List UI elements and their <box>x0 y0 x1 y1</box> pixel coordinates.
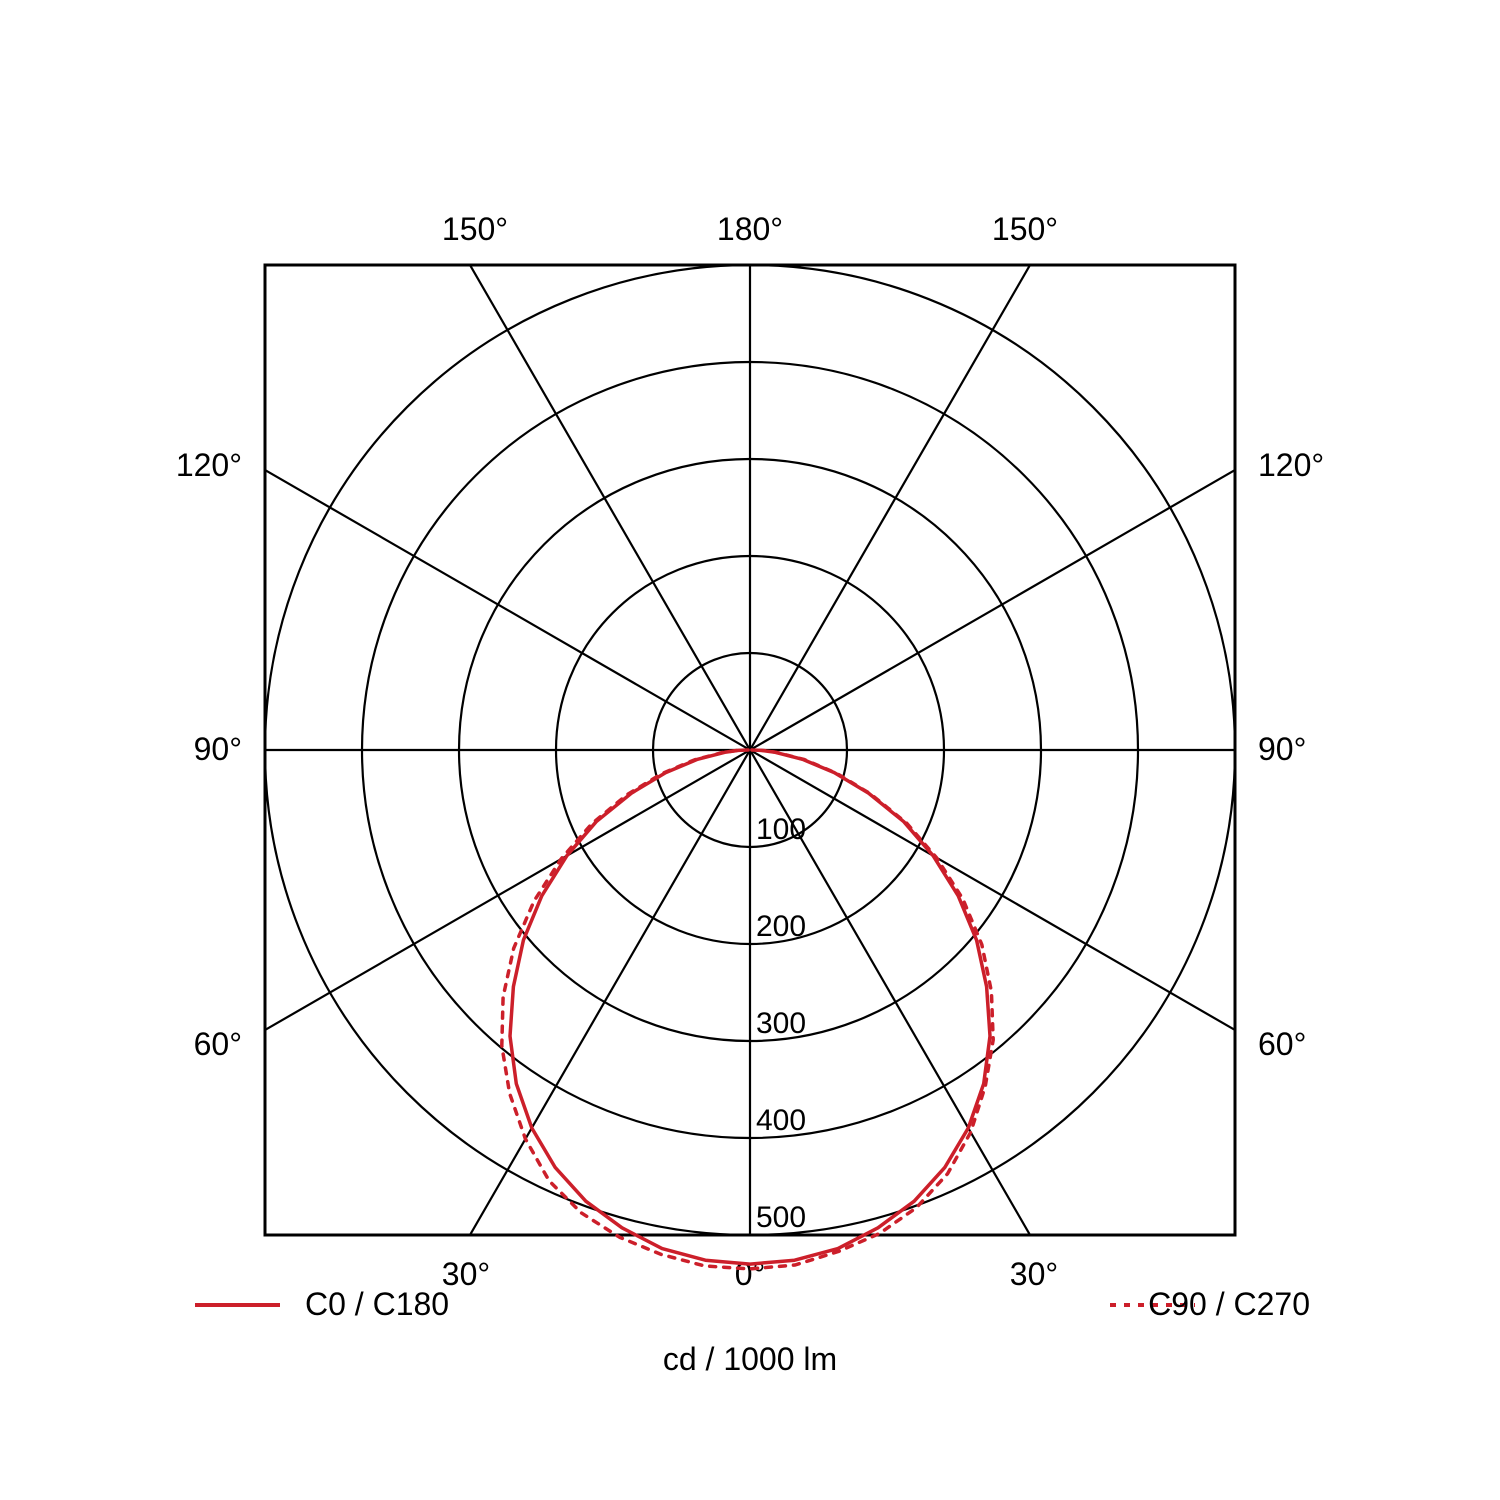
chart-container: 100 200 300 400 500 180° 150° 150° 120° 120° 90° 90… <box>0 0 1500 1500</box>
legend-label-right: C90 / C270 <box>1148 1286 1310 1322</box>
angle-label-bot0: 0° <box>735 1256 766 1292</box>
legend-label-left: C0 / C180 <box>305 1286 449 1322</box>
angle-label-right120: 120° <box>1258 447 1324 483</box>
ring-label-500: 500 <box>756 1201 806 1234</box>
angle-label-botRight30: 30° <box>1010 1256 1058 1292</box>
angle-label-left90: 90° <box>194 731 242 767</box>
angle-label-topRightO: 150° <box>992 211 1058 247</box>
ring-label-100: 100 <box>756 813 806 846</box>
units-label: cd / 1000 lm <box>663 1341 837 1377</box>
angle-label-topLeftO: 150° <box>442 211 508 247</box>
polar-chart-svg: 100 200 300 400 500 180° 150° 150° 120° 120° 90° 90… <box>0 0 1500 1500</box>
ring-label-400: 400 <box>756 1104 806 1137</box>
ring-label-300: 300 <box>756 1007 806 1040</box>
angle-label-top: 180° <box>717 211 783 247</box>
angle-label-left120: 120° <box>176 447 242 483</box>
angle-label-right60: 60° <box>1258 1026 1306 1062</box>
angle-label-left60: 60° <box>194 1026 242 1062</box>
angle-label-right90: 90° <box>1258 731 1306 767</box>
ring-label-200: 200 <box>756 910 806 943</box>
